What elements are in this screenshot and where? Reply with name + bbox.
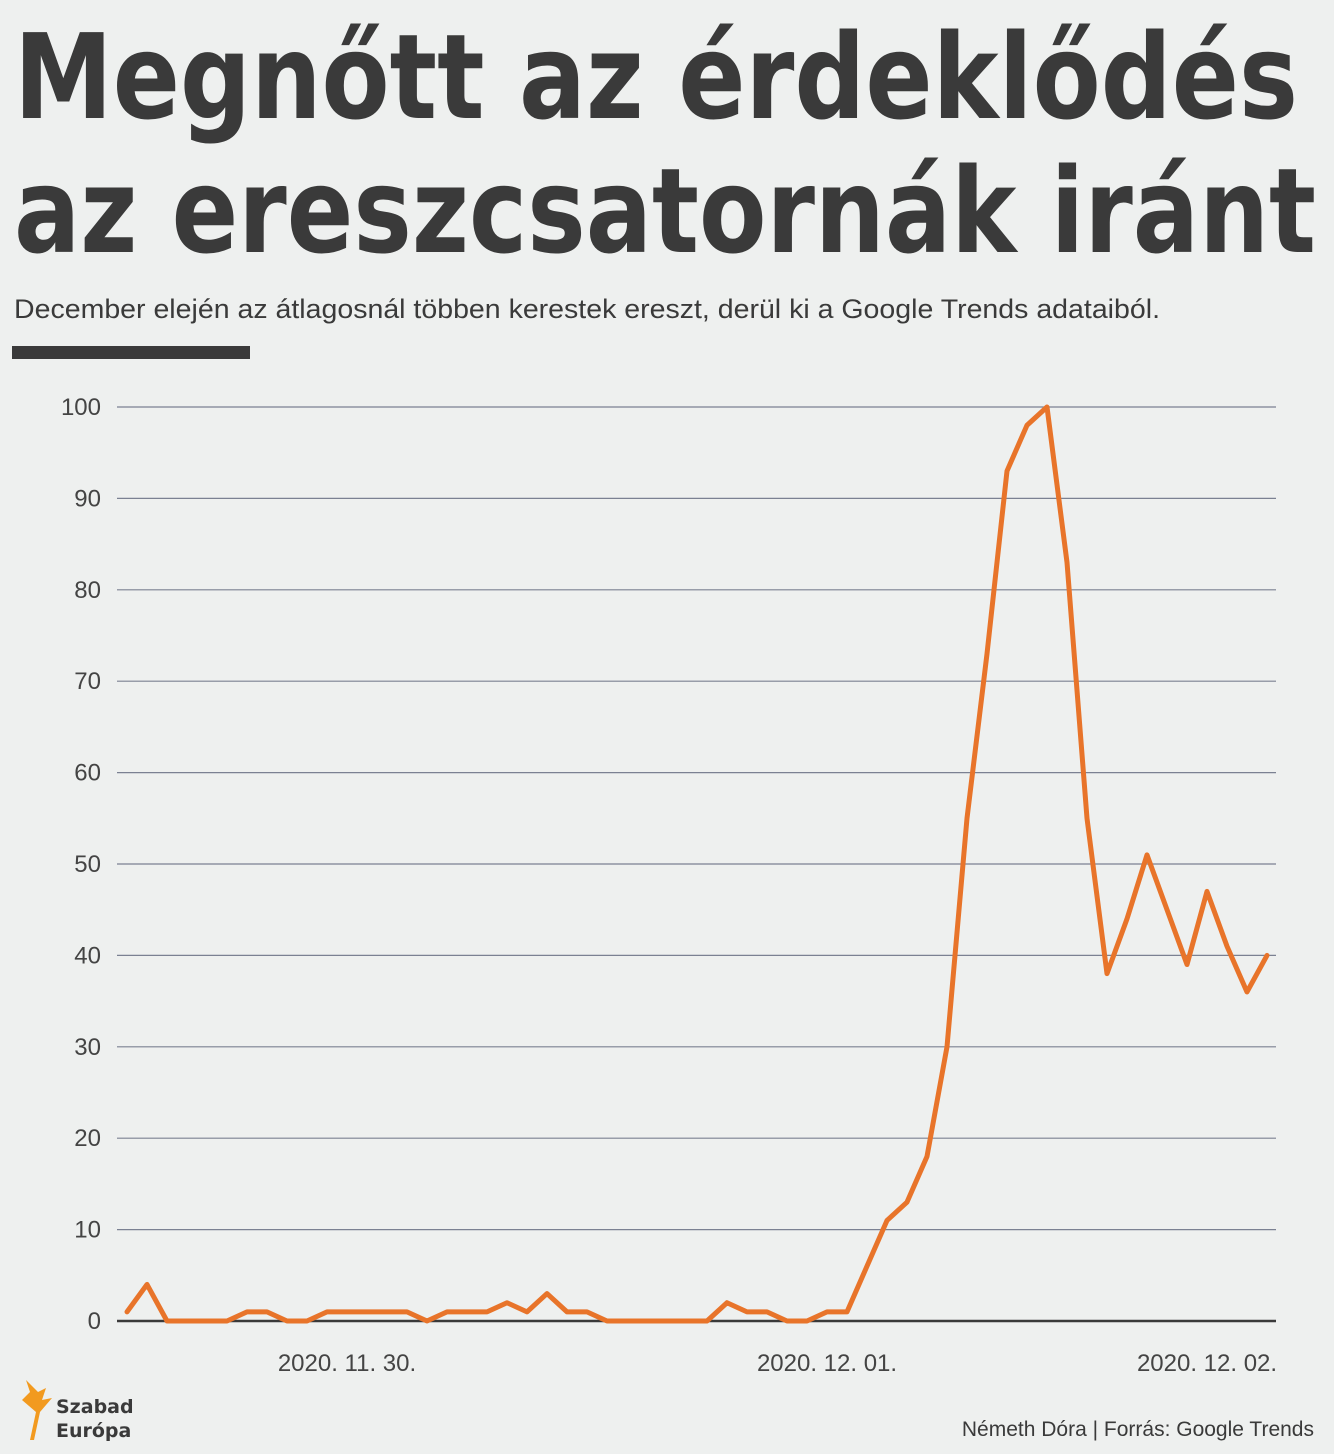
y-tick-label: 70	[74, 668, 101, 695]
logo-text: Európa	[56, 1420, 131, 1442]
y-tick-label: 30	[74, 1034, 101, 1061]
y-tick-label: 80	[74, 577, 101, 604]
subtitle: December elején az átlagosnál többen ker…	[14, 294, 1160, 324]
y-tick-label: 50	[74, 851, 101, 878]
x-tick-label: 2020. 11. 30.	[278, 1350, 416, 1377]
logo-text: Szabad	[56, 1396, 134, 1418]
logo-icon	[22, 1380, 52, 1440]
x-tick-label: 2020. 12. 01.	[757, 1350, 897, 1377]
title-line: az ereszcsatornák iránt	[14, 142, 1316, 280]
y-tick-label: 60	[74, 760, 101, 787]
y-tick-label: 20	[74, 1125, 101, 1152]
x-tick-label: 2020. 12. 02.	[1137, 1350, 1277, 1377]
logo: Szabad Európa	[22, 1380, 134, 1442]
y-tick-label: 10	[74, 1217, 101, 1244]
y-tick-label: 90	[74, 485, 101, 512]
y-tick-label: 0	[88, 1308, 101, 1335]
credit: Németh Dóra | Forrás: Google Trends	[962, 1418, 1314, 1441]
data-line	[124, 404, 1270, 1324]
y-tick-label: 100	[61, 394, 101, 421]
title-line: Megnőtt az érdeklődés	[14, 8, 1298, 146]
y-tick-label: 40	[74, 942, 101, 969]
accent-bar	[12, 346, 250, 359]
